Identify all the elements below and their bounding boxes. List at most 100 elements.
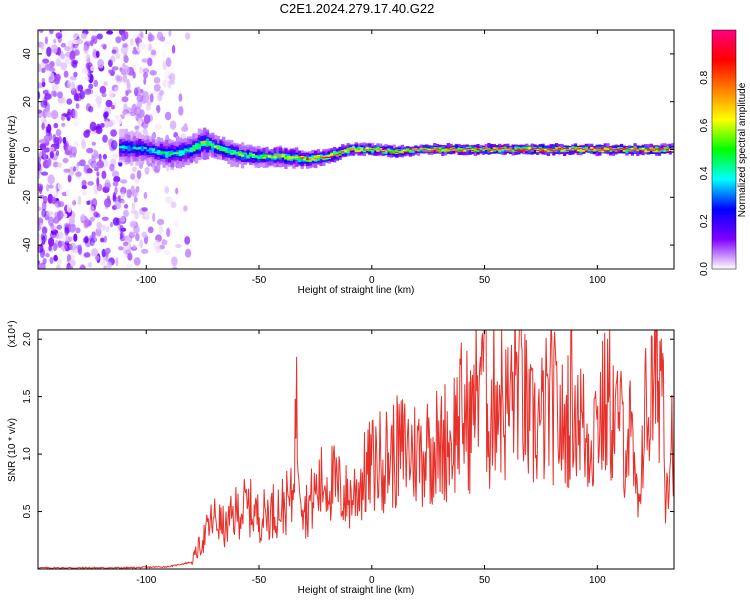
heatmap-cell bbox=[259, 154, 264, 157]
heatmap-cell bbox=[181, 126, 189, 132]
heatmap-cell bbox=[116, 75, 123, 82]
heatmap-cell bbox=[449, 147, 453, 150]
heatmap-cell bbox=[476, 148, 480, 152]
heatmap-cell bbox=[134, 125, 140, 130]
heatmap-cell bbox=[468, 148, 472, 149]
heatmap-cell bbox=[138, 146, 142, 150]
heatmap-cell bbox=[630, 149, 634, 151]
heatmap-cell bbox=[152, 204, 158, 209]
heatmap-cell bbox=[115, 53, 121, 60]
heatmap-cell bbox=[419, 147, 423, 150]
heatmap-cell bbox=[141, 58, 149, 63]
heatmap-cell bbox=[462, 148, 467, 150]
heatmap-cell bbox=[243, 152, 247, 155]
heatmap-cell bbox=[43, 153, 48, 160]
heatmap-cell bbox=[45, 253, 50, 258]
heatmap-cell bbox=[476, 149, 480, 150]
heatmap-cell bbox=[56, 258, 62, 266]
heatmap-cell bbox=[471, 148, 475, 151]
heatmap-cell bbox=[222, 146, 226, 151]
heatmap-cell bbox=[110, 104, 115, 110]
heatmap-cell bbox=[101, 224, 106, 231]
heatmap-cell bbox=[441, 149, 445, 152]
heatmap-cell bbox=[517, 148, 521, 150]
heatmap-cell bbox=[81, 32, 87, 40]
heatmap-cell bbox=[287, 156, 291, 161]
heatmap-cell bbox=[500, 148, 505, 152]
heatmap-cell bbox=[54, 211, 59, 217]
heatmap-cell bbox=[300, 157, 304, 159]
heatmap-cell bbox=[57, 136, 63, 144]
heatmap-cell bbox=[251, 154, 256, 158]
spectrogram-panel: -100 -50 0 50 100 -40 -20 0 20 40 Height of stra… bbox=[7, 29, 675, 296]
heatmap-cell bbox=[139, 66, 143, 74]
heatmap-cell bbox=[508, 147, 513, 150]
heatmap-cell bbox=[121, 191, 125, 199]
heatmap-cell bbox=[104, 199, 109, 210]
heatmap-cell bbox=[638, 148, 643, 151]
heatmap-cell bbox=[80, 215, 86, 221]
heatmap-cell bbox=[671, 149, 674, 152]
heatmap-cell bbox=[129, 220, 136, 228]
heatmap-cell bbox=[133, 257, 141, 266]
heatmap-cell bbox=[56, 210, 64, 220]
heatmap-cell bbox=[38, 109, 43, 114]
heatmap-cell bbox=[153, 77, 161, 84]
heatmap-cell bbox=[338, 150, 342, 155]
heatmap-cell bbox=[135, 233, 140, 242]
heatmap-cell bbox=[492, 149, 496, 151]
heatmap-cell bbox=[118, 161, 123, 167]
heatmap-cell bbox=[492, 147, 496, 150]
heatmap-cell bbox=[649, 147, 653, 149]
heatmap-cell bbox=[96, 222, 101, 227]
heatmap-cell bbox=[508, 150, 513, 151]
heatmap-cell bbox=[552, 145, 556, 151]
heatmap-cell bbox=[114, 201, 122, 210]
heatmap-cell bbox=[93, 109, 100, 117]
heatmap-cell bbox=[45, 130, 51, 137]
heatmap-cell bbox=[67, 108, 72, 116]
heatmap-cell bbox=[533, 148, 537, 153]
heatmap-cell bbox=[96, 222, 103, 229]
heatmap-cell bbox=[128, 231, 135, 237]
heatmap-cell bbox=[622, 148, 626, 152]
heatmap-cell bbox=[349, 149, 353, 151]
heatmap-cell bbox=[438, 150, 442, 151]
heatmap-cell bbox=[73, 233, 78, 242]
heatmap-cell bbox=[109, 89, 113, 99]
heatmap-cell bbox=[85, 53, 91, 64]
heatmap-cell bbox=[40, 42, 45, 51]
heatmap-cell bbox=[41, 122, 45, 131]
spectrogram-y-axis-label: Frequency (Hz) bbox=[7, 116, 18, 185]
heatmap-cell bbox=[452, 149, 456, 151]
heatmap-cell bbox=[389, 152, 394, 154]
heatmap-cell bbox=[147, 32, 153, 42]
heatmap-cell bbox=[110, 140, 118, 150]
heatmap-cell bbox=[50, 44, 59, 54]
heatmap-cell bbox=[270, 157, 274, 159]
heatmap-cell bbox=[120, 215, 125, 223]
heatmap-cell bbox=[140, 145, 145, 151]
heatmap-cell bbox=[628, 149, 632, 152]
heatmap-cell bbox=[254, 155, 258, 158]
heatmap-cell bbox=[357, 146, 361, 151]
heatmap-cell bbox=[57, 91, 63, 99]
heatmap-cell bbox=[147, 57, 153, 67]
heatmap-cell bbox=[598, 149, 602, 151]
heatmap-cell bbox=[617, 148, 621, 151]
heatmap-cell bbox=[67, 236, 73, 242]
heatmap-cell bbox=[387, 149, 391, 152]
heatmap-cell bbox=[162, 60, 167, 71]
heatmap-cell bbox=[644, 148, 648, 150]
heatmap-cell bbox=[665, 150, 670, 152]
heatmap-cell bbox=[38, 156, 41, 164]
heatmap-cell bbox=[162, 151, 166, 157]
heatmap-cell bbox=[90, 65, 95, 72]
heatmap-cell bbox=[487, 150, 491, 152]
heatmap-cell bbox=[119, 224, 124, 234]
heatmap-cell bbox=[609, 148, 613, 150]
heatmap-cell bbox=[338, 153, 342, 155]
heatmap-cell bbox=[88, 205, 95, 215]
heatmap-cell bbox=[62, 136, 67, 144]
heatmap-cell bbox=[52, 161, 59, 168]
